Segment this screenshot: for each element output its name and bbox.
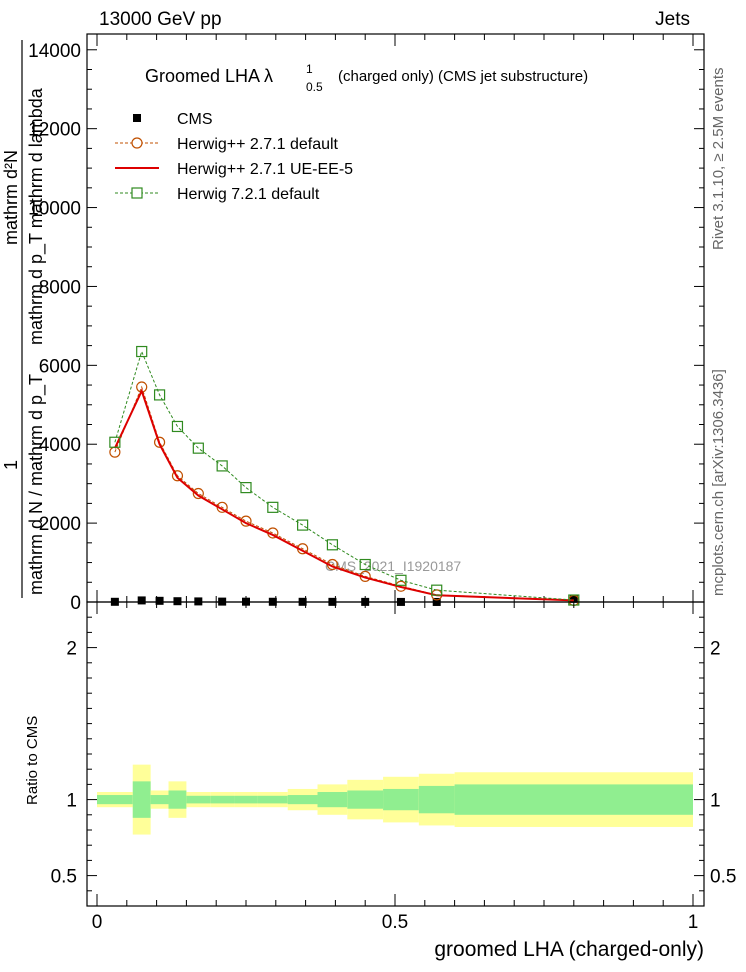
legend: CMS Herwig++ 2.7.1 default Herwig++ 2.7.1 … — [115, 111, 353, 203]
ratio-y-tick-label: 1 — [66, 791, 77, 812]
herwig7-point — [136, 345, 148, 358]
main-y-tick-label: 10000 — [28, 199, 81, 220]
main-y-tick-label: 12000 — [28, 120, 81, 141]
ylabel-one: 1 — [1, 460, 21, 470]
main-y-tick-label: 8000 — [39, 277, 81, 298]
ratio-inner-band — [186, 795, 211, 804]
legend-label: Herwig 7.2.1 default — [177, 186, 320, 203]
herwig7-point — [109, 436, 121, 448]
main-y-tick-label: 2000 — [39, 514, 81, 535]
ratio-ylabel: Ratio to CMS — [24, 716, 41, 805]
ratio-inner-band — [287, 795, 318, 805]
main-series — [109, 345, 580, 607]
ratio-inner-band — [168, 790, 187, 809]
ratio-inner-band — [97, 795, 133, 805]
main-y-tick-label: 4000 — [39, 435, 81, 456]
herwig7-point — [326, 539, 339, 551]
ratio-inner-band — [150, 795, 169, 805]
legend-marker-circle — [131, 137, 143, 149]
herwig7-point — [431, 584, 443, 596]
main-y-tick-label: 0 — [70, 593, 81, 614]
ratio-y-tick-label-right: 0.5 — [710, 867, 736, 888]
ratio-x-ticks: 0 0.5 1 — [92, 602, 699, 933]
ratio-y-tick-label: 0.5 — [51, 867, 77, 888]
chart-title-sub: 0.5 — [306, 80, 323, 94]
ratio-bands — [97, 764, 693, 835]
ratio-inner-band — [347, 790, 384, 809]
header-right: Jets — [655, 9, 690, 30]
herwig7-point — [153, 389, 166, 401]
ylabel-top: mathrm d²N — [1, 150, 21, 245]
chart-title-suffix: (charged only) (CMS jet substructure) — [338, 68, 588, 85]
chart-title-sup: 1 — [306, 62, 313, 76]
legend-marker-square — [131, 187, 143, 199]
cms-data-point — [137, 596, 146, 605]
main-panel: 0 2000 4000 6000 8000 10000 12000 14000 CMS_202… — [28, 33, 705, 614]
ratio-y-tick-label-right: 1 — [710, 791, 721, 812]
ratio-inner-band — [383, 788, 419, 811]
ratio-inner-band — [132, 781, 151, 818]
ratio-y-ticks: 0.5 0.5 1 1 2 2 — [51, 616, 736, 892]
ratio-inner-band — [454, 784, 693, 815]
herwig7-point — [297, 519, 309, 531]
x-tick-label: 0 — [92, 912, 103, 933]
main-y-tick-label: 14000 — [28, 41, 81, 62]
ratio-inner-band — [418, 785, 455, 814]
main-y-ticks: 0 2000 4000 6000 8000 10000 12000 14000 — [28, 41, 704, 614]
legend-marker-cms — [133, 114, 141, 122]
herwig7-point — [192, 442, 204, 454]
ratio-panel: 0.5 0.51 12 2 0 0.5 1 Ratio to CMS groomed LH… — [24, 601, 736, 961]
ylabel-prefix: mathrm d N / mathrm d p_T — [26, 374, 47, 595]
herwig7-point — [216, 460, 228, 472]
cms-data-point — [155, 596, 164, 605]
ratio-y-tick-label-right: 2 — [710, 639, 721, 660]
herwig7-point — [267, 501, 279, 513]
herwig-default-point — [192, 487, 204, 500]
ylabel-bottom: mathrm d p_T mathrm d lambda — [26, 87, 47, 345]
chart-title-main: Groomed LHA λ — [145, 66, 273, 86]
legend-label: Herwig++ 2.7.1 UE-EE-5 — [177, 161, 353, 178]
herwig-default-point — [153, 436, 166, 448]
header-left: 13000 GeV pp — [99, 9, 222, 30]
ratio-inner-band — [234, 795, 258, 804]
herwig7-point — [359, 558, 371, 571]
ratio-frame — [86, 601, 705, 907]
legend-label: Herwig++ 2.7.1 default — [177, 136, 339, 153]
herwig7-point — [171, 420, 184, 433]
x-axis-label: groomed LHA (charged-only) — [434, 938, 704, 961]
herwig-default-point — [171, 470, 184, 482]
main-y-tick-label: 6000 — [39, 356, 81, 377]
cms-data-point — [173, 597, 182, 606]
ratio-y-tick-label: 2 — [66, 639, 77, 660]
mcplots-label: mcplots.cern.ch [arXiv:1306.3436] — [710, 369, 727, 596]
ratio-inner-band — [210, 795, 235, 804]
cms-data-point — [569, 594, 578, 603]
x-tick-label: 0.5 — [382, 912, 408, 933]
ratio-inner-band — [317, 792, 348, 808]
main-ylabel: mathrm d²N mathrm d p_T mathrm d lambda … — [1, 40, 47, 598]
herwig7-point — [240, 482, 252, 494]
legend-label: CMS — [177, 111, 213, 128]
herwig7-point — [395, 574, 407, 586]
rivet-label: Rivet 3.1.10, ≥ 2.5M events — [710, 68, 727, 251]
x-tick-label: 1 — [688, 912, 699, 933]
ratio-inner-band — [257, 795, 288, 804]
watermark: CMS_2021_I1920187 — [325, 558, 461, 574]
chart-title: Groomed LHA λ — [145, 66, 273, 86]
series-line — [113, 388, 574, 602]
